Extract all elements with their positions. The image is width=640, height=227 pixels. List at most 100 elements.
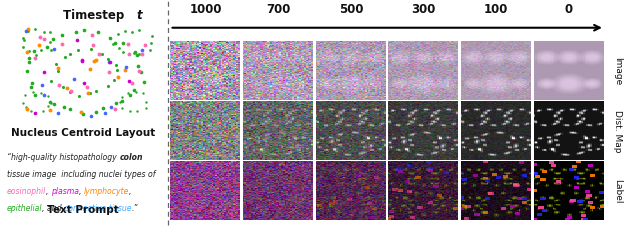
Point [133, 65, 143, 69]
Point [116, 96, 127, 100]
Point [24, 50, 34, 54]
Point [73, 49, 83, 52]
Text: Label: Label [613, 178, 622, 202]
Point [79, 82, 89, 86]
Point [76, 111, 86, 115]
Point [86, 114, 96, 118]
Point [88, 44, 99, 48]
Point [78, 112, 88, 116]
Point [122, 66, 132, 69]
Point [58, 34, 68, 38]
Point [35, 36, 45, 39]
Point [86, 34, 97, 37]
Point [45, 109, 55, 112]
Text: tissue image  including nuclei types of: tissue image including nuclei types of [6, 169, 155, 178]
Point [27, 82, 37, 86]
Point [124, 80, 134, 84]
Text: ,: , [46, 186, 51, 195]
Point [90, 60, 100, 63]
Point [137, 53, 147, 57]
Point [85, 68, 95, 72]
Point [97, 52, 107, 56]
Text: ,: , [129, 186, 132, 195]
Point [136, 71, 147, 74]
Point [36, 49, 46, 53]
Point [86, 48, 96, 52]
Point [130, 51, 140, 55]
Point [109, 107, 120, 111]
Point [104, 71, 114, 74]
Point [72, 39, 82, 42]
Point [138, 92, 148, 96]
Text: 0: 0 [564, 3, 573, 16]
Point [104, 61, 114, 64]
Point [33, 44, 44, 48]
Point [49, 103, 59, 106]
Point [134, 29, 144, 33]
Point [145, 42, 156, 46]
Text: 700: 700 [266, 3, 291, 16]
Point [111, 69, 122, 72]
Point [91, 59, 101, 62]
Text: colon: colon [120, 152, 143, 161]
Text: 100: 100 [484, 3, 508, 16]
Point [22, 28, 33, 32]
Point [94, 53, 104, 56]
Point [134, 70, 144, 74]
Point [60, 56, 70, 59]
Point [42, 46, 52, 49]
Point [23, 31, 33, 34]
Text: lymphocyte: lymphocyte [84, 186, 129, 195]
Point [46, 102, 56, 106]
Point [52, 69, 63, 73]
Point [52, 112, 63, 116]
Point [113, 76, 124, 80]
Point [49, 48, 59, 51]
Point [74, 95, 84, 98]
Point [115, 100, 125, 104]
Point [39, 38, 49, 42]
Point [122, 92, 132, 96]
Point [38, 109, 49, 113]
Text: t: t [136, 9, 142, 22]
Point [132, 110, 142, 114]
Point [24, 61, 35, 64]
Point [17, 46, 28, 49]
Point [46, 79, 56, 83]
Point [70, 31, 81, 35]
Point [132, 54, 143, 57]
Point [83, 91, 93, 95]
Point [139, 81, 149, 85]
Text: 300: 300 [412, 3, 436, 16]
Point [54, 84, 65, 87]
Text: , and: , and [42, 203, 64, 212]
Point [30, 112, 40, 115]
Point [20, 106, 31, 109]
Point [76, 59, 86, 63]
Point [45, 31, 55, 35]
Point [58, 85, 68, 89]
Point [78, 30, 88, 33]
Point [111, 64, 121, 68]
Point [105, 60, 115, 64]
Text: plasma: plasma [51, 186, 79, 195]
Point [124, 53, 134, 56]
Point [120, 69, 130, 73]
Point [62, 87, 72, 90]
Point [127, 31, 137, 34]
Point [141, 101, 152, 105]
Point [131, 91, 141, 94]
Point [53, 67, 63, 71]
Point [125, 93, 135, 97]
Text: Timestep: Timestep [63, 9, 129, 22]
Point [44, 105, 54, 109]
Point [30, 28, 40, 32]
Point [46, 49, 56, 53]
Point [65, 89, 76, 93]
Text: 1000: 1000 [189, 3, 222, 16]
Point [123, 43, 133, 47]
Point [109, 42, 120, 45]
Point [39, 71, 49, 74]
Point [19, 39, 29, 43]
Point [30, 57, 40, 61]
